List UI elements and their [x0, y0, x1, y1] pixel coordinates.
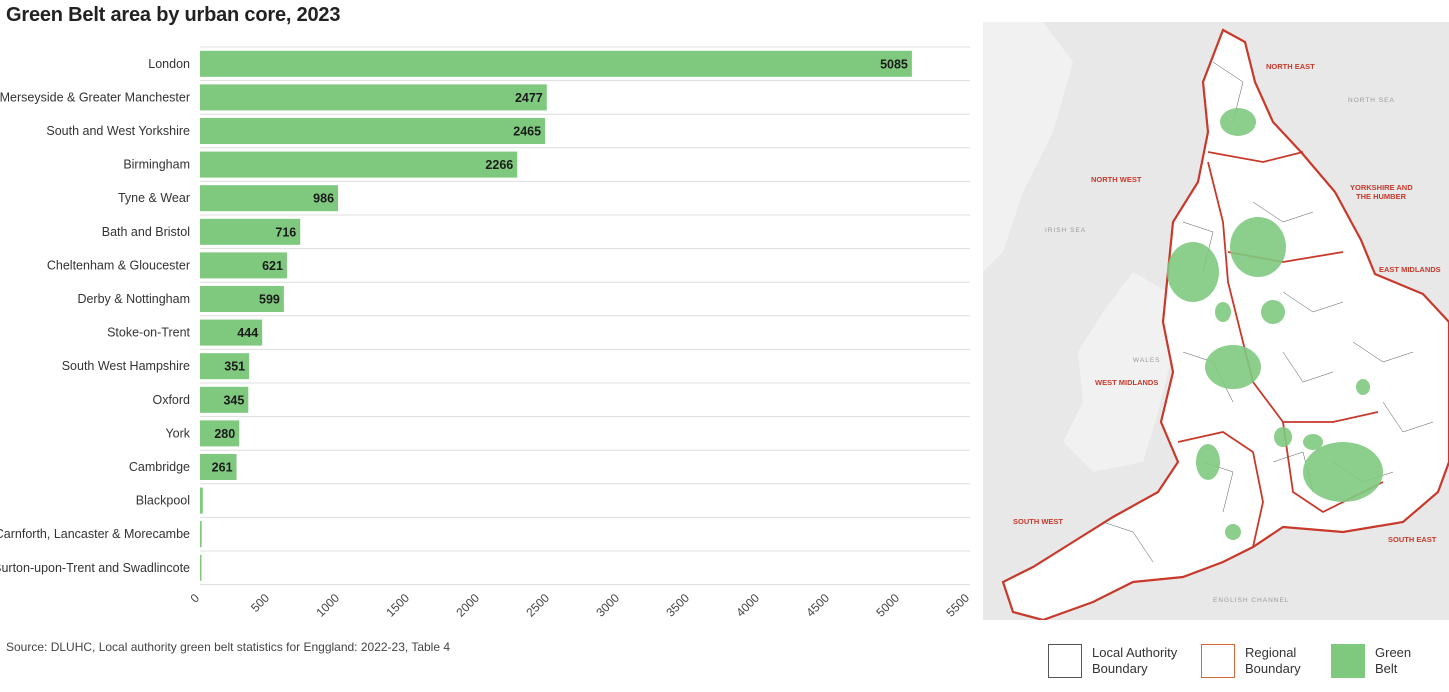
x-tick-label: 3000	[593, 591, 622, 620]
bar	[200, 51, 912, 77]
bar-chart: London 5085 Merseyside & Greater Mancheste…	[0, 0, 980, 630]
region-label-north-east: NORTH EAST	[1266, 62, 1315, 71]
sea-label-english-channel: ENGLISH CHANNEL	[1213, 597, 1289, 604]
map-legend: Local Authority Boundary Regional Boundary…	[1048, 644, 1448, 688]
category-label: Carnforth, Lancaster & Morecambe	[0, 527, 190, 541]
category-label: Burton-upon-Trent and Swadlincote	[0, 561, 190, 575]
bar	[200, 555, 202, 581]
value-label: 351	[224, 360, 245, 374]
x-tick-label: 5000	[873, 591, 902, 620]
legend-item-green-belt: Green Belt	[1331, 644, 1435, 678]
x-tick-label: 3500	[663, 591, 692, 620]
value-label: 2266	[485, 158, 513, 172]
region-label-north-west: NORTH WEST	[1091, 175, 1142, 184]
map-svg: NORTH EAST NORTH WEST YORKSHIRE AND THE …	[983, 22, 1449, 620]
category-label: Blackpool	[136, 494, 190, 508]
category-label: Derby & Nottingham	[77, 292, 190, 306]
value-label: 345	[223, 393, 244, 407]
x-tick-label: 500	[248, 591, 272, 615]
bar	[200, 488, 203, 514]
category-label: Oxford	[152, 393, 190, 407]
sea-label-wales: WALES	[1133, 357, 1161, 364]
value-label: 444	[237, 326, 258, 340]
legend-label-local-authority: Local Authority Boundary	[1092, 645, 1202, 677]
category-label: York	[165, 426, 190, 440]
legend-item-local-authority: Local Authority Boundary	[1048, 644, 1202, 678]
region-label-south-east: SOUTH EAST	[1388, 535, 1437, 544]
sea-label-irish-sea: IRISH SEA	[1045, 227, 1086, 234]
region-label-yorkshire-1: YORKSHIRE AND	[1350, 183, 1413, 192]
category-label: Stoke-on-Trent	[107, 326, 190, 340]
value-label: 716	[275, 225, 296, 239]
value-label: 261	[212, 461, 233, 475]
x-tick-label: 2500	[523, 591, 552, 620]
x-tick-label: 2000	[453, 591, 482, 620]
category-label: London	[148, 57, 190, 71]
england-map: NORTH EAST NORTH WEST YORKSHIRE AND THE …	[983, 22, 1449, 620]
category-label: Bath and Bristol	[102, 225, 190, 239]
x-tick-label: 4000	[733, 591, 762, 620]
value-label: 986	[313, 192, 334, 206]
x-tick-label: 4500	[803, 591, 832, 620]
category-label: Birmingham	[123, 158, 190, 172]
legend-swatch-local-authority	[1048, 644, 1082, 678]
x-tick-label: 1500	[383, 591, 412, 620]
x-tick-label: 0	[187, 591, 202, 606]
bar	[200, 84, 547, 110]
x-axis: 0 500 1000 1500 2000 2500 3000 3500 4000 4500 5000…	[187, 591, 972, 620]
value-label: 5085	[880, 57, 908, 71]
region-label-yorkshire-2: THE HUMBER	[1356, 192, 1407, 201]
x-tick-label: 1000	[313, 591, 342, 620]
legend-swatch-green-belt	[1331, 644, 1365, 678]
region-label-west-midlands: WEST MIDLANDS	[1095, 378, 1158, 387]
region-label-east-midlands: EAST MIDLANDS	[1379, 265, 1441, 274]
category-label: Merseyside & Greater Manchester	[0, 90, 190, 104]
category-label: Cambridge	[129, 460, 190, 474]
category-label: South West Hampshire	[62, 359, 190, 373]
legend-swatch-regional	[1201, 644, 1235, 678]
value-label: 280	[214, 427, 235, 441]
value-label: 2477	[515, 91, 543, 105]
sea-label-north-sea: NORTH SEA	[1348, 97, 1395, 104]
x-tick-label: 5500	[943, 591, 972, 620]
value-label: 621	[262, 259, 283, 273]
category-label: Cheltenham & Gloucester	[47, 258, 190, 272]
legend-label-green-belt: Green Belt	[1375, 645, 1435, 677]
bar	[200, 152, 517, 178]
category-label: Tyne & Wear	[118, 191, 190, 205]
value-label: 599	[259, 293, 280, 307]
value-label: 2465	[513, 125, 541, 139]
category-label: South and West Yorkshire	[46, 124, 190, 138]
source-note: Source: DLUHC, Local authority green bel…	[6, 640, 450, 654]
bar	[200, 118, 545, 144]
region-label-south-west: SOUTH WEST	[1013, 517, 1063, 526]
bar	[200, 521, 202, 547]
